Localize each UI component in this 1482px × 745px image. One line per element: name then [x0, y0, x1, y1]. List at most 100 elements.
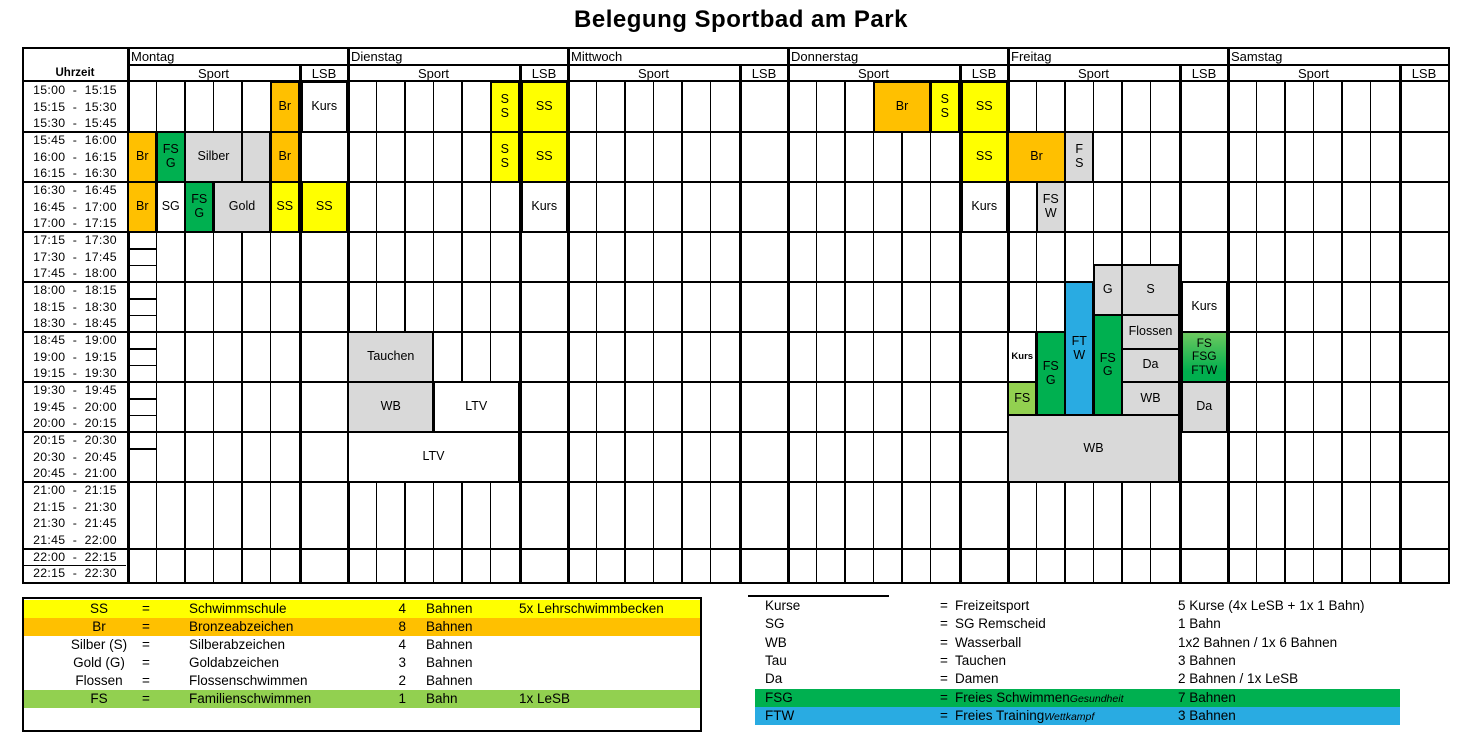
legend-text: Flossen	[75, 673, 123, 688]
day-separator-line	[566, 49, 570, 582]
schedule-block-br: Br	[269, 81, 300, 133]
lane-line	[1341, 82, 1343, 582]
sport-header: Sport	[417, 66, 450, 81]
group-row-line	[24, 481, 1448, 483]
legend-text: =	[940, 652, 948, 668]
legend-text: 8	[398, 619, 406, 634]
legend-text: =	[940, 707, 948, 723]
lane-line	[595, 82, 598, 582]
time-slot-label: 16:30 - 16:45	[33, 183, 117, 197]
schedule-block-g: G	[1092, 264, 1123, 317]
day-separator-line	[346, 49, 350, 582]
time-slot-label: 18:45 - 19:00	[33, 333, 117, 347]
schedule-block-ltv: LTV	[432, 381, 520, 433]
legend-text: =	[940, 616, 948, 632]
legend-text: =	[142, 655, 150, 670]
time-slot-label: 16:15 - 16:30	[33, 166, 117, 181]
lane-line	[901, 82, 903, 582]
legend-text: 2 Bahnen / 1x LeSB	[1178, 671, 1299, 687]
legend-row-silber-(s): Silber (S) = Silberabzeichen 4 Bahnen	[24, 636, 700, 654]
time-slot-label: 17:15 - 17:30	[33, 233, 117, 247]
lane-line	[652, 82, 655, 582]
schedule-block-fs-g: FS G	[1092, 314, 1123, 417]
time-slot-label: 18:30 - 18:45	[33, 316, 117, 331]
time-column-header: Uhrzeit	[55, 67, 95, 79]
lsb-separator-line	[1179, 65, 1182, 582]
lane-line	[241, 82, 243, 582]
schedule-block-s: S	[1121, 264, 1180, 317]
time-slot-label: 21:15 - 21:30	[33, 499, 117, 514]
legend-text: Bahnen	[426, 655, 473, 670]
legend-text: =	[142, 673, 150, 688]
lsb-header: LSB	[1191, 66, 1217, 81]
legend-text: Silberabzeichen	[189, 637, 286, 652]
lane-line	[1369, 82, 1372, 582]
legend-row-fsg: FSG = Freies Schwimmen Gesundheit 7 Bahnen	[755, 688, 1400, 707]
schedule-block-fs-g: FS G	[1035, 331, 1066, 417]
sport-header: Sport	[637, 66, 670, 81]
time-slot-label: 20:30 - 20:45	[33, 449, 117, 464]
legend-text: Damen	[955, 671, 999, 687]
schedule-block-ss: SS	[521, 131, 568, 183]
schedule-block-kurs: Kurs	[301, 81, 348, 133]
legend-text: Goldabzeichen	[189, 655, 280, 670]
lane-line	[1284, 82, 1286, 582]
legend-text: Bahn	[426, 691, 458, 706]
lsb-separator-line	[1399, 65, 1402, 582]
lsb-header: LSB	[311, 66, 337, 81]
time-slot-label: 16:45 - 17:00	[33, 199, 117, 214]
legend-text: SS	[89, 601, 108, 616]
legend-row-fs: FS = Familienschwimmen 1 Bahn 1x LeSB	[24, 690, 700, 708]
lane-line	[184, 82, 186, 582]
schedule-block-gold: Gold	[212, 181, 272, 233]
schedule-block-ss: SS	[961, 81, 1008, 133]
legend-text: 2	[398, 673, 406, 688]
schedule-table: Uhrzeit 15:00 - 15:15 15:15 - 15:30 15:30 -…	[22, 47, 1450, 584]
group-row-line	[24, 131, 1448, 133]
legend-text: =	[142, 619, 150, 634]
day-header-donnerstag: Donnerstag	[791, 49, 859, 64]
legend-text: FSG	[765, 689, 793, 705]
montag-lane1-tick	[129, 398, 156, 400]
schedule-block-f-s: F S	[1064, 131, 1095, 183]
montag-lane1-tick	[129, 364, 156, 367]
schedule-block-br: Br	[1007, 131, 1066, 183]
legend-text: Kurse	[765, 598, 801, 613]
schedule-block-br: Br	[127, 181, 158, 233]
legend-text: 1x2 Bahnen / 1x 6 Bahnen	[1178, 634, 1338, 650]
lsb-separator-line	[519, 65, 522, 582]
time-slot-label: 15:15 - 15:30	[33, 99, 117, 114]
legend-row-da: Da = Damen 2 Bahnen / 1x LeSB	[755, 670, 1400, 688]
sport-header: Sport	[1077, 66, 1110, 81]
legend-text: =	[940, 634, 948, 650]
schedule-block-ss: SS	[961, 131, 1008, 183]
legend-text: =	[142, 601, 150, 616]
group-row-line	[24, 547, 1448, 550]
legend-right-top-rule	[748, 595, 889, 597]
legend-text: Schwimmschule	[189, 601, 287, 616]
schedule-block-fs-g: FS G	[184, 181, 215, 233]
schedule-block-fs-fsg-ftw: FS FSG FTW	[1181, 331, 1228, 383]
legend-text: Wasserball	[955, 634, 1022, 650]
legend-note: Gesundheit	[1069, 692, 1124, 705]
legend-text: Br	[92, 619, 106, 634]
legend-row-tau: Tau = Tauchen 3 Bahnen	[755, 652, 1400, 670]
schedule-block-da: Da	[1121, 347, 1180, 383]
time-slot-label: 21:00 - 21:15	[33, 483, 117, 497]
montag-lane1-tick	[129, 298, 156, 300]
legend-text: SG	[765, 616, 785, 632]
time-slot-label: 19:00 - 19:15	[33, 349, 117, 364]
page-title: Belegung Sportbad am Park	[574, 6, 908, 33]
legend-text: Bahnen	[426, 673, 473, 688]
legend-text: =	[940, 671, 948, 687]
time-slot-label: 18:00 - 18:15	[33, 283, 117, 297]
legend-text: 5x Lehrschwimmbecken	[519, 601, 664, 616]
legend-text: 3	[398, 655, 406, 670]
time-slot-label: 15:30 - 15:45	[33, 116, 117, 131]
schedule-block-ss: SS	[269, 181, 300, 233]
legend-text: 7 Bahnen	[1178, 689, 1236, 705]
legend-row-kurse: Kurse = Freizeitsport 5 Kurse (4x LeSB + 1x…	[755, 597, 1400, 615]
legend-text: Bahnen	[426, 637, 473, 652]
lsb-separator-line	[299, 65, 302, 582]
legend-text: =	[142, 637, 150, 652]
